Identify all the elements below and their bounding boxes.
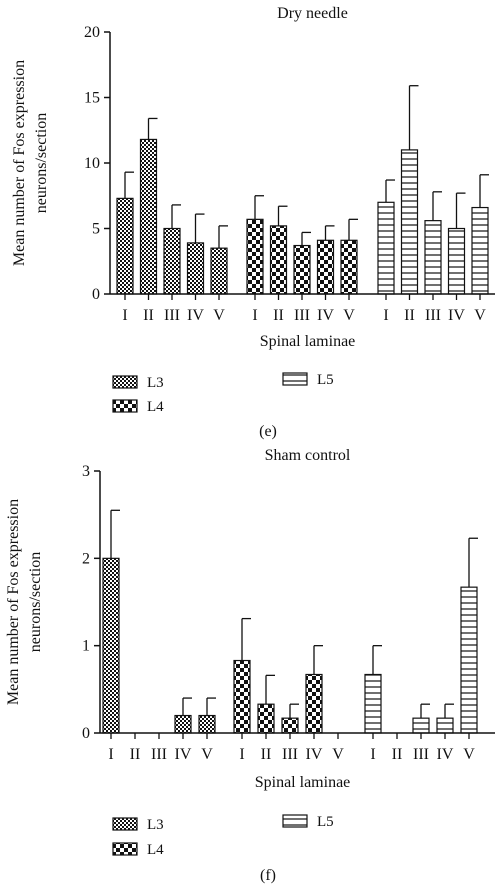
- legend-swatch-l4: [112, 399, 138, 413]
- x-tick-label: III: [164, 307, 180, 324]
- x-tick-label: III: [294, 307, 310, 324]
- bar-l3-iv: [186, 242, 205, 295]
- legend-swatch-l5: [282, 814, 308, 828]
- chart-title: Sham control: [265, 447, 351, 464]
- y-tick-label: 5: [92, 221, 100, 238]
- x-tick-label: I: [122, 307, 127, 324]
- bar-l5-i: [377, 201, 395, 295]
- x-tick-label: I: [252, 307, 257, 324]
- x-tick-label: IV: [175, 746, 192, 763]
- legend-swatch-l4: [112, 842, 138, 856]
- bar-l5-iii: [424, 220, 442, 295]
- bar-l5-iv: [447, 227, 466, 295]
- y-axis-label: Mean number of Fos expression: [5, 499, 22, 705]
- chart-dry-needle: Dry needle 0 5 10 15 20 Mean number of Fos exp…: [11, 5, 495, 440]
- x-tick-label: IV: [187, 307, 204, 324]
- bar-l3-ii: [139, 138, 158, 295]
- bar-l3-i: [102, 557, 120, 734]
- bar-l4-i: [246, 218, 264, 295]
- y-tick-label: 3: [82, 463, 90, 480]
- x-tick-label: II: [404, 307, 415, 324]
- x-tick-label: IV: [448, 307, 465, 324]
- x-tick-label: II: [143, 307, 154, 324]
- chart-sham-control: Sham control 0 1 2 3 Mean number of Fos expre…: [5, 447, 495, 884]
- legend-swatch-l3: [112, 375, 138, 389]
- legend-swatch-l3: [112, 817, 138, 831]
- y-tick-label: 10: [84, 155, 100, 172]
- x-tick-label: I: [108, 746, 113, 763]
- x-tick-label: V: [332, 746, 344, 763]
- bar-l3-v: [210, 247, 228, 295]
- legend-label-l5: L5: [317, 814, 334, 830]
- x-tick-label: III: [151, 746, 167, 763]
- bar-l4-iii: [281, 717, 299, 734]
- panel-caption: (f): [260, 867, 276, 884]
- panel-caption: (e): [259, 423, 277, 440]
- y-tick-label: 0: [92, 286, 100, 303]
- bar-l4-iv: [316, 239, 335, 295]
- y-axis-label: neurons/section: [27, 552, 44, 652]
- x-axis-label: Spinal laminae: [255, 774, 351, 791]
- y-tick-label: 2: [82, 550, 90, 567]
- chart-title: Dry needle: [277, 5, 348, 22]
- legend-label-l4: L4: [147, 399, 164, 415]
- x-tick-label: II: [261, 746, 272, 763]
- legend-label-l3: L3: [147, 375, 164, 391]
- bar-l4-ii: [257, 703, 275, 734]
- x-tick-label: III: [282, 746, 298, 763]
- legend-label-l3: L3: [147, 817, 164, 833]
- x-tick-label: V: [201, 746, 213, 763]
- bar-l5-iii: [412, 717, 430, 734]
- y-axis-label: neurons/section: [33, 113, 50, 213]
- legend-label-l5: L5: [317, 372, 334, 388]
- bar-l3-iii: [163, 227, 181, 295]
- bar-l5-ii: [400, 149, 419, 295]
- bar-l3-iv: [174, 714, 192, 734]
- legend-swatch-l5: [282, 372, 308, 386]
- bar-l5-iv: [436, 717, 454, 734]
- x-tick-label: I: [239, 746, 244, 763]
- bar-l5-v: [471, 206, 489, 295]
- x-tick-label: I: [370, 746, 375, 763]
- bar-l4-iii: [293, 244, 311, 295]
- x-tick-label: I: [383, 307, 388, 324]
- x-tick-label: V: [343, 307, 355, 324]
- x-tick-label: IV: [317, 307, 334, 324]
- bar-l3-v: [198, 714, 216, 734]
- y-axis-label: Mean number of Fos expression: [11, 60, 28, 266]
- x-tick-label: II: [130, 746, 141, 763]
- bar-l4-ii: [269, 225, 288, 295]
- bar-l3-i: [116, 197, 134, 295]
- y-tick-label: 15: [84, 90, 100, 107]
- x-tick-label: V: [463, 746, 475, 763]
- bar-l4-i: [233, 659, 251, 734]
- x-tick-label: III: [425, 307, 441, 324]
- y-tick-label: 0: [82, 725, 90, 742]
- y-tick-label: 1: [82, 638, 90, 655]
- x-axis-label: Spinal laminae: [260, 333, 356, 350]
- x-tick-label: IV: [437, 746, 454, 763]
- x-tick-label: II: [392, 746, 403, 763]
- x-tick-label: V: [213, 307, 225, 324]
- y-tick-label: 20: [84, 24, 100, 41]
- x-tick-label: II: [273, 307, 284, 324]
- bar-l4-v: [340, 239, 358, 295]
- bar-l5-i: [364, 673, 382, 734]
- x-tick-label: III: [413, 746, 429, 763]
- bar-l4-iv: [305, 673, 323, 734]
- legend-label-l4: L4: [147, 842, 164, 858]
- x-tick-label: IV: [306, 746, 323, 763]
- bar-l5-v: [460, 586, 478, 734]
- x-tick-label: V: [474, 307, 486, 324]
